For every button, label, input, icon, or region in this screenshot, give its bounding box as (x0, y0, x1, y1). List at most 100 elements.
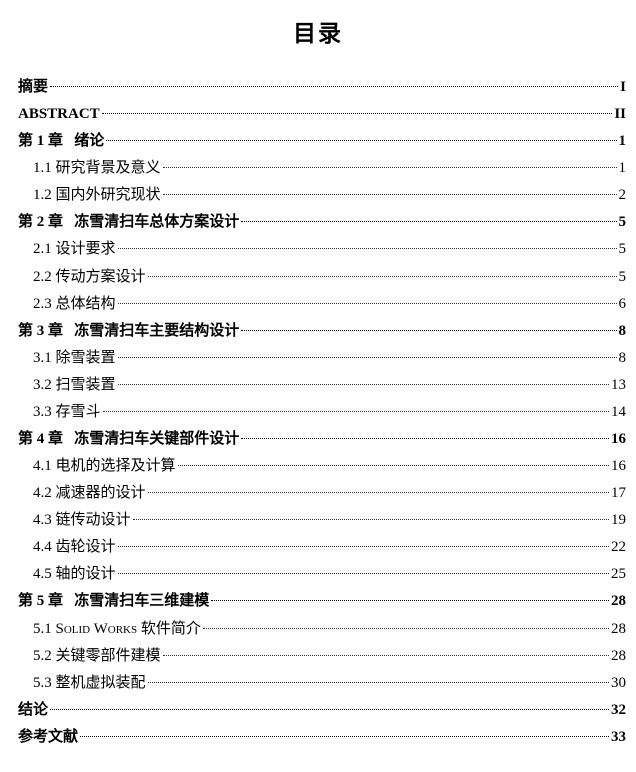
toc-page-number: 5 (618, 241, 627, 258)
toc-page-number: 1 (618, 160, 627, 177)
toc-entry-label: 第 2 章 冻雪清扫车总体方案设计 (18, 214, 240, 231)
toc-page-number: 5 (618, 268, 627, 285)
toc-page-number: 13 (611, 376, 626, 393)
toc-section-entry[interactable]: 2.2 传动方案设计 5 (18, 266, 626, 293)
dot-leader (117, 302, 617, 304)
toc-page-number: 30 (611, 674, 626, 691)
dot-leader (50, 708, 609, 710)
toc-section-entry[interactable]: 2.3 总体结构 6 (18, 293, 626, 320)
page-title: 目录 (293, 21, 343, 46)
toc-page-number: 28 (611, 593, 626, 610)
toc-page-number: 25 (611, 566, 626, 583)
toc-page-number: 28 (611, 647, 626, 664)
toc-entry-label: 2.2 传动方案设计 (33, 268, 146, 285)
toc-chapter-entry[interactable]: 第 3 章 冻雪清扫车主要结构设计 8 (18, 320, 626, 347)
toc-section-entry[interactable]: 3.1 除雪装置 8 (18, 347, 626, 374)
toc-section-entry[interactable]: 4.1 电机的选择及计算 16 (18, 455, 626, 482)
dot-leader (117, 573, 609, 575)
toc-section-entry[interactable]: 1.2 国内外研究现状 2 (18, 184, 626, 211)
dot-leader (177, 465, 609, 467)
toc-entry-label: 第 4 章 冻雪清扫车关键部件设计 (18, 431, 240, 448)
dot-leader (117, 356, 617, 358)
toc-page-number: 5 (618, 214, 627, 231)
toc-page-number: 8 (618, 349, 627, 366)
toc-entry-label: 4.5 轴的设计 (33, 566, 116, 583)
toc-chapter-entry[interactable]: 第 5 章 冻雪清扫车三维建模 28 (18, 590, 626, 617)
dot-leader (117, 383, 609, 385)
toc-entry-label: 3.2 扫雪装置 (33, 376, 116, 393)
dot-leader (102, 410, 609, 412)
dot-leader (50, 86, 619, 87)
dot-leader (162, 167, 617, 169)
toc-section-entry[interactable]: 5.2 关键零部件建模 28 (18, 645, 626, 672)
dot-leader (241, 329, 617, 331)
table-of-contents: 摘要 I ABSTRACT II 第 1 章 绪论 1 1.1 研究背景及意义 1 1.2 国内… (18, 76, 626, 753)
toc-entry-label: 1.2 国内外研究现状 (33, 187, 161, 204)
toc-entry-label: 参考文献 (18, 728, 79, 745)
toc-entry-label: 1.1 研究背景及意义 (33, 160, 161, 177)
toc-section-entry[interactable]: 2.1 设计要求 5 (18, 238, 626, 265)
dot-leader (162, 194, 617, 196)
dot-leader (202, 627, 609, 629)
toc-entry-label: 第 1 章 绪论 (18, 133, 105, 150)
toc-page-number: 6 (618, 295, 627, 312)
toc-section-entry[interactable]: 3.2 扫雪装置 13 (18, 374, 626, 401)
toc-page-number: 14 (611, 403, 626, 420)
toc-page-number: 16 (611, 431, 626, 448)
toc-entry-label: ABSTRACT (18, 106, 100, 123)
toc-section-entry[interactable]: 3.3 存雪斗 14 (18, 401, 626, 428)
toc-page-number: 33 (611, 728, 626, 745)
dot-leader (147, 492, 609, 494)
toc-entry-label: 摘要 (18, 79, 49, 95)
toc-page-number: 28 (611, 620, 626, 637)
toc-chapter-entry[interactable]: 第 2 章 冻雪清扫车总体方案设计 5 (18, 211, 626, 238)
toc-entry-label: 5.1 Solid Works 软件简介 (33, 620, 201, 637)
toc-entry-label: 第 3 章 冻雪清扫车主要结构设计 (18, 322, 240, 339)
toc-chapter-entry[interactable]: ABSTRACT II (18, 103, 626, 130)
toc-page-number: 17 (611, 485, 626, 502)
toc-chapter-entry[interactable]: 第 4 章 冻雪清扫车关键部件设计 16 (18, 428, 626, 455)
dot-leader (117, 248, 617, 250)
toc-chapter-entry[interactable]: 结论 32 (18, 699, 626, 726)
dot-leader (80, 735, 609, 737)
toc-entry-label: 2.3 总体结构 (33, 295, 116, 312)
toc-page-number: 1 (618, 133, 627, 150)
toc-section-entry[interactable]: 5.1 Solid Works 软件简介 28 (18, 618, 626, 645)
toc-chapter-entry[interactable]: 第 1 章 绪论 1 (18, 130, 626, 157)
toc-entry-label: 4.3 链传动设计 (33, 512, 131, 529)
dot-leader (211, 600, 609, 602)
toc-page-number: 32 (611, 701, 626, 718)
toc-entry-label: 3.1 除雪装置 (33, 349, 116, 366)
toc-section-entry[interactable]: 4.4 齿轮设计 22 (18, 536, 626, 563)
toc-entry-label: 4.4 齿轮设计 (33, 539, 116, 556)
dot-leader (162, 654, 609, 656)
dot-leader (147, 681, 609, 683)
toc-page-number: 2 (618, 187, 627, 204)
toc-entry-label: 第 5 章 冻雪清扫车三维建模 (18, 593, 210, 610)
dot-leader (106, 140, 617, 142)
toc-entry-label: 2.1 设计要求 (33, 241, 116, 258)
toc-section-entry[interactable]: 4.5 轴的设计 25 (18, 563, 626, 590)
toc-entry-label: 4.2 减速器的设计 (33, 485, 146, 502)
toc-section-entry[interactable]: 5.3 整机虚拟装配 30 (18, 672, 626, 699)
toc-section-entry[interactable]: 1.1 研究背景及意义 1 (18, 157, 626, 184)
toc-entry-label: 5.2 关键零部件建模 (33, 647, 161, 664)
toc-page-number: 19 (611, 512, 626, 529)
toc-chapter-entry[interactable]: 参考文献 33 (18, 726, 626, 753)
toc-chapter-entry[interactable]: 摘要 I (18, 76, 626, 103)
toc-section-entry[interactable]: 4.3 链传动设计 19 (18, 509, 626, 536)
toc-section-entry[interactable]: 4.2 减速器的设计 17 (18, 482, 626, 509)
toc-entry-label: 5.3 整机虚拟装配 (33, 674, 146, 691)
toc-page-number: I (620, 79, 626, 95)
dot-leader (132, 519, 609, 521)
toc-page-number: 16 (611, 458, 626, 475)
dot-leader (241, 221, 617, 223)
toc-entry-label: 结论 (18, 701, 49, 718)
dot-leader (101, 113, 613, 115)
toc-entry-label: 4.1 电机的选择及计算 (33, 458, 176, 475)
toc-page-number: II (614, 106, 626, 123)
toc-page-number: 22 (611, 539, 626, 556)
dot-leader (241, 438, 609, 440)
toc-page-number: 8 (618, 322, 627, 339)
toc-entry-label: 3.3 存雪斗 (33, 403, 101, 420)
